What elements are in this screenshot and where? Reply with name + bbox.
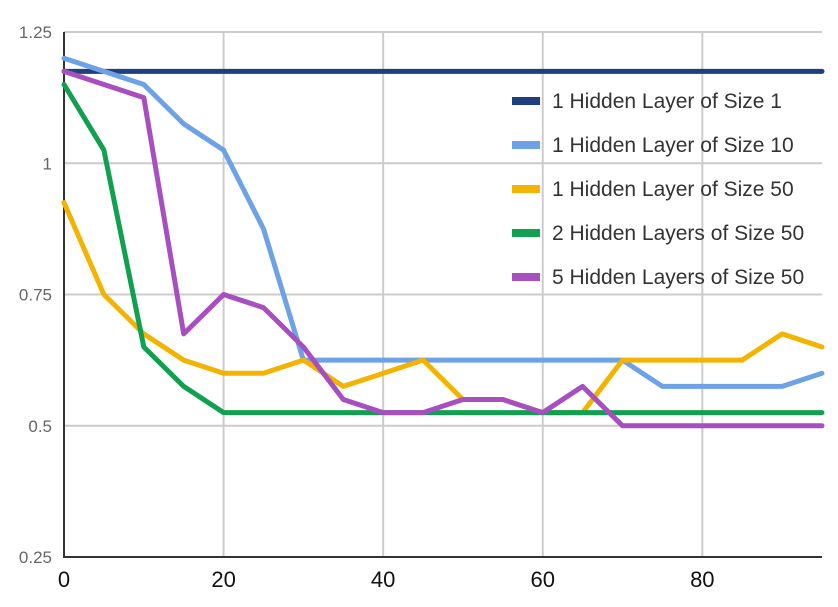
legend-label-1: 1 Hidden Layer of Size 1 (552, 90, 782, 113)
x-tick-label: 60 (530, 567, 554, 592)
y-tick-label: 0.5 (28, 417, 52, 436)
legend-swatch-4 (512, 229, 540, 237)
y-tick-label: 1 (43, 154, 52, 173)
series-line-4 (61, 82, 825, 416)
legend: 1 Hidden Layer of Size 1 1 Hidden Layer o… (512, 90, 804, 289)
series-line-5 (61, 68, 825, 429)
series-lines (61, 55, 825, 429)
x-tick-label: 40 (371, 567, 395, 592)
legend-label-2: 1 Hidden Layer of Size 10 (552, 134, 794, 157)
legend-swatch-2 (512, 141, 540, 149)
x-tick-label: 80 (690, 567, 714, 592)
legend-label-3: 1 Hidden Layer of Size 50 (552, 178, 794, 201)
legend-swatch-5 (512, 273, 540, 281)
legend-swatch-1 (512, 97, 540, 105)
x-tick-label: 20 (211, 567, 235, 592)
x-tick-label: 0 (58, 567, 70, 592)
y-tick-label: 1.25 (19, 23, 52, 42)
tick-labels: 0.25 0.5 0.75 1 1.25 0 20 40 60 80 (19, 23, 715, 592)
series-line-2 (61, 55, 825, 389)
legend-label-4: 2 Hidden Layers of Size 50 (552, 222, 804, 245)
legend-label-5: 5 Hidden Layers of Size 50 (552, 266, 804, 289)
series-line-3 (61, 200, 825, 416)
y-tick-label: 0.25 (19, 548, 52, 567)
legend-swatch-3 (512, 185, 540, 193)
y-tick-label: 0.75 (19, 286, 52, 305)
axes (63, 32, 822, 558)
